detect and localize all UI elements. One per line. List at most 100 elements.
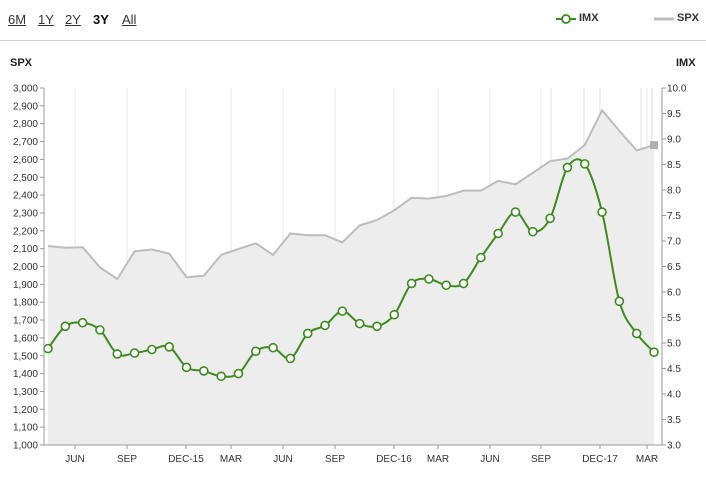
left-tick-label: 2,300 <box>13 208 38 219</box>
right-tick-label: 4.5 <box>667 364 681 375</box>
x-tick-label: JUN <box>480 454 499 465</box>
legend-imx-label[interactable]: IMX <box>579 12 599 24</box>
left-tick-label: 1,700 <box>13 316 38 327</box>
right-tick-label: 6.5 <box>667 262 681 273</box>
spx-area <box>48 110 654 445</box>
imx-data-point[interactable] <box>268 342 278 353</box>
imx-data-point[interactable] <box>510 207 521 217</box>
left-axis-title: SPX <box>10 57 33 69</box>
imx-data-point[interactable] <box>112 349 123 359</box>
right-tick-label: 5.5 <box>667 313 681 324</box>
imx-data-point[interactable] <box>147 344 157 355</box>
x-tick-label: DEC-15 <box>168 454 204 465</box>
imx-data-point[interactable] <box>302 328 313 339</box>
imx-data-point[interactable] <box>476 252 486 263</box>
imx-data-point[interactable] <box>181 362 192 373</box>
imx-data-point[interactable] <box>649 347 659 357</box>
spx-end-marker <box>650 141 658 150</box>
left-tick-label: 2,600 <box>13 155 38 166</box>
legend-spx-label[interactable]: SPX <box>677 12 700 24</box>
left-tick-label: 1,500 <box>13 351 38 362</box>
x-tick-label: SEP <box>531 454 551 465</box>
imx-data-point[interactable] <box>597 207 607 217</box>
left-tick-label: 2,900 <box>13 101 38 112</box>
right-tick-label: 5.0 <box>667 339 681 350</box>
legend-icons <box>556 14 674 24</box>
right-tick-label: 8.0 <box>667 186 681 197</box>
left-tick-label: 2,200 <box>13 226 38 237</box>
imx-data-point[interactable] <box>77 317 88 328</box>
range-1y-button[interactable]: 1Y <box>38 12 54 27</box>
imx-data-point[interactable] <box>250 346 261 357</box>
right-tick-label: 10.0 <box>667 84 687 95</box>
imx-data-point[interactable] <box>43 343 53 354</box>
range-6m-button[interactable]: 6M <box>8 12 27 27</box>
x-tick-label: MAR <box>220 454 242 465</box>
imx-data-point[interactable] <box>95 325 105 335</box>
imx-data-point[interactable] <box>285 353 296 364</box>
imx-data-point[interactable] <box>233 368 244 379</box>
imx-data-point[interactable] <box>320 320 330 331</box>
imx-data-point[interactable] <box>424 274 434 284</box>
left-tick-label: 2,800 <box>13 119 38 130</box>
left-tick-label: 1,400 <box>13 369 38 380</box>
imx-data-point[interactable] <box>389 309 400 320</box>
left-tick-label: 1,000 <box>13 441 38 452</box>
imx-data-point[interactable] <box>579 159 590 169</box>
imx-data-point[interactable] <box>631 328 642 339</box>
x-tick-label: JUN <box>273 454 292 465</box>
left-tick-label: 2,100 <box>13 244 38 255</box>
left-tick-label: 1,800 <box>13 298 38 309</box>
right-tick-label: 7.0 <box>667 237 681 248</box>
imx-data-point[interactable] <box>562 162 573 173</box>
imx-data-point[interactable] <box>406 278 417 289</box>
x-tick-label: SEP <box>117 454 137 465</box>
imx-data-point[interactable] <box>372 321 382 332</box>
left-tick-label: 2,400 <box>13 191 38 202</box>
right-tick-label: 7.5 <box>667 211 681 222</box>
right-tick-label: 9.5 <box>667 109 681 120</box>
left-tick-label: 1,900 <box>13 280 38 291</box>
range-all-button[interactable]: All <box>122 12 137 27</box>
right-tick-label: 6.0 <box>667 288 681 299</box>
range-2y-button[interactable]: 2Y <box>65 12 81 27</box>
x-tick-label: MAR <box>636 454 658 465</box>
x-tick-label: DEC-17 <box>582 454 618 465</box>
x-tick-label: SEP <box>325 454 345 465</box>
imx-data-point[interactable] <box>216 371 226 382</box>
right-axis-title: IMX <box>676 57 696 69</box>
imx-data-point[interactable] <box>164 342 174 352</box>
imx-data-point[interactable] <box>199 366 209 376</box>
imx-data-point[interactable] <box>493 228 503 239</box>
imx-data-point[interactable] <box>441 280 452 291</box>
imx-data-point[interactable] <box>60 321 71 332</box>
imx-data-point[interactable] <box>545 213 555 224</box>
imx-data-point[interactable] <box>129 348 140 358</box>
left-tick-label: 1,200 <box>13 405 38 416</box>
imx-data-point[interactable] <box>527 226 538 237</box>
x-tick-label: DEC-16 <box>376 454 412 465</box>
left-tick-label: 1,600 <box>13 333 38 344</box>
right-tick-label: 8.5 <box>667 160 681 171</box>
x-tick-label: MAR <box>427 454 449 465</box>
right-tick-label: 3.5 <box>667 415 681 426</box>
imx-data-point[interactable] <box>614 296 625 307</box>
left-tick-label: 2,000 <box>13 262 38 273</box>
left-tick-label: 2,700 <box>13 137 38 148</box>
right-tick-label: 4.0 <box>667 390 681 401</box>
left-tick-label: 3,000 <box>13 84 38 95</box>
spx-line <box>47 108 655 281</box>
left-tick-label: 2,500 <box>13 173 38 184</box>
right-tick-label: 9.0 <box>667 135 681 146</box>
x-tick-label: JUN <box>65 454 84 465</box>
chart-toolbar: 6M 1Y 2Y 3Y All IMX SPX <box>0 0 706 41</box>
right-tick-label: 3.0 <box>667 441 681 452</box>
left-tick-label: 1,300 <box>13 387 38 398</box>
imx-data-point[interactable] <box>458 278 469 289</box>
imx-data-point[interactable] <box>354 318 365 329</box>
imx-data-point[interactable] <box>337 306 348 316</box>
imx-legend-marker-icon <box>561 14 571 24</box>
range-3y-button[interactable]: 3Y <box>93 12 109 27</box>
left-tick-label: 1,100 <box>13 423 38 434</box>
